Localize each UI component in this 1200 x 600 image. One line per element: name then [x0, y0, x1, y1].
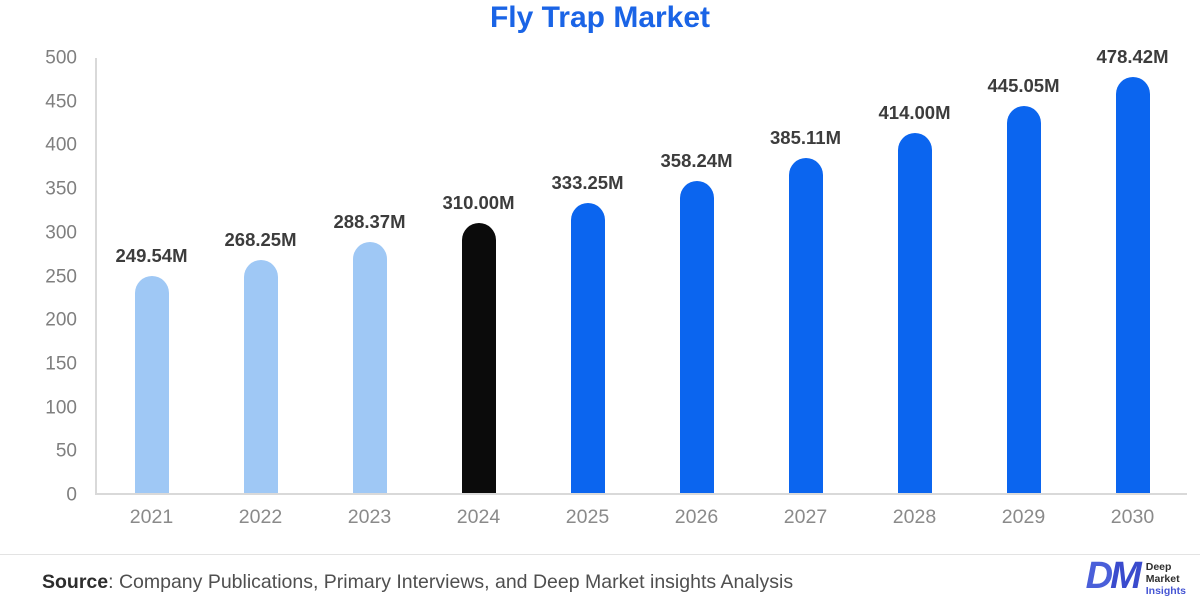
x-tick-label: 2029 [1001, 506, 1046, 528]
y-axis: 0 50 100 150 200 250 300 350 400 450 500 [0, 49, 95, 505]
x-tick-label: 2021 [129, 506, 174, 528]
bar-2021 [134, 275, 169, 493]
bar-value-label: 445.05M [987, 74, 1060, 96]
bar-value-label: 478.42M [1096, 45, 1169, 67]
bar-2023 [352, 242, 387, 493]
bar-2028 [897, 132, 932, 493]
x-tick-label: 2025 [565, 506, 610, 528]
bar-group-2030: 478.42M 2030 [1078, 46, 1187, 528]
footer-divider [0, 554, 1200, 555]
y-tick-label: 50 [55, 440, 77, 462]
y-tick-label: 400 [45, 134, 77, 156]
x-tick-label: 2024 [456, 506, 501, 528]
y-tick-label: 450 [45, 91, 77, 113]
bar-group-2029: 445.05M 2029 [969, 58, 1078, 528]
bar-2026 [679, 181, 714, 493]
y-tick-label: 150 [45, 353, 77, 375]
bar-2022 [243, 259, 278, 493]
x-tick-label: 2022 [238, 506, 283, 528]
source-text: : Company Publications, Primary Intervie… [108, 571, 794, 593]
bar-value-label: 414.00M [878, 101, 951, 123]
monogram-d: D [1085, 555, 1114, 597]
x-tick-label: 2028 [892, 506, 937, 528]
y-tick-label: 200 [45, 309, 77, 331]
x-tick-label: 2023 [347, 506, 392, 528]
bar-value-label: 358.24M [660, 150, 733, 172]
bar-value-label: 310.00M [442, 192, 515, 214]
source-label: Source [42, 571, 109, 593]
logo-line-market: Market [1145, 573, 1180, 586]
y-tick-label: 0 [66, 484, 77, 506]
bar-group-2022: 268.25M 2022 [206, 58, 315, 528]
logo-line-deep: Deep [1145, 561, 1172, 573]
bar-2029 [1006, 105, 1041, 493]
bar-group-2021: 249.54M 2021 [97, 58, 206, 528]
bar-value-label: 385.11M [770, 126, 841, 148]
bar-group-2028: 414.00M 2028 [860, 58, 969, 528]
y-tick-label: 500 [45, 47, 77, 69]
bar-2024 [461, 223, 496, 493]
x-tick-label: 2030 [1110, 506, 1155, 528]
bar-2030 [1115, 76, 1150, 493]
bar-group-2026: 358.24M 2026 [642, 58, 751, 528]
y-tick-label: 300 [45, 222, 77, 244]
dm-monogram-icon: DM [1085, 555, 1142, 597]
logo-line-insights: Insights [1145, 585, 1186, 598]
source-line: Source: Company Publications, Primary In… [42, 571, 793, 594]
bar-value-label: 249.54M [115, 244, 188, 266]
bar-value-label: 288.37M [333, 211, 406, 233]
y-tick-label: 250 [45, 266, 77, 287]
y-tick-label: 100 [45, 397, 77, 419]
bar-group-2024: 310.00M 2024 [424, 58, 533, 528]
x-tick-label: 2026 [674, 506, 719, 528]
monogram-m: M [1110, 555, 1142, 597]
x-tick-label: 2027 [783, 506, 828, 528]
bar-2025 [570, 203, 605, 493]
deep-market-logo: DM Deep Market Insights [1085, 555, 1186, 600]
bar-group-2023: 288.37M 2023 [315, 58, 424, 528]
y-tick-label: 350 [45, 178, 77, 200]
chart-title: Fly Trap Market [489, 1, 711, 34]
bar-value-label: 268.25M [224, 228, 297, 250]
bar-2027 [788, 157, 823, 493]
bar-group-2027: 385.11M 2027 [751, 58, 860, 528]
bar-group-2025: 333.25M 2025 [533, 58, 642, 528]
plot-area: 249.54M 2021 268.25M 2022 288.37M 2023 310.00M… [95, 46, 1187, 528]
logo-text: Deep Market Insights [1146, 558, 1186, 597]
bar-value-label: 333.25M [551, 172, 624, 194]
